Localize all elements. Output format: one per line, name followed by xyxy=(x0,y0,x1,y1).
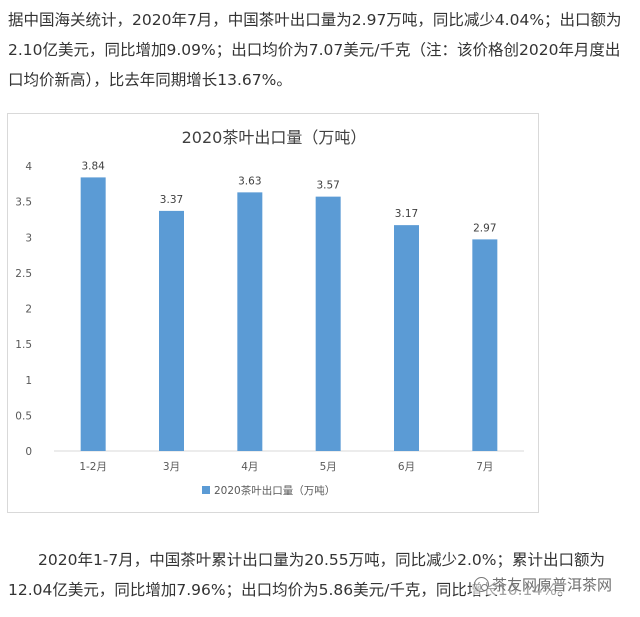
bar xyxy=(237,192,263,452)
legend-label: 2020茶叶出口量（万吨） xyxy=(214,484,335,497)
y-tick-label: 1.5 xyxy=(15,339,32,351)
chart-legend: 2020茶叶出口量（万吨） xyxy=(202,484,335,497)
y-tick-label: 0.5 xyxy=(15,410,32,422)
y-tick-label: 3.5 xyxy=(15,197,32,209)
x-tick-label: 6月 xyxy=(398,461,415,473)
y-tick-label: 3 xyxy=(25,232,32,244)
x-tick-label: 7月 xyxy=(476,461,493,473)
chart-container: 2020茶叶出口量（万吨） 0 0.5 1 1.5 2 2.5 3 3.5 4 1-2月 3月 4月 5… xyxy=(7,113,539,513)
x-tick-label: 3月 xyxy=(163,461,180,473)
y-tick-label: 1 xyxy=(25,375,32,387)
bar xyxy=(315,196,341,451)
bar xyxy=(394,225,419,451)
watermark-text: 茶友网原普洱茶网 xyxy=(492,576,613,594)
wechat-icon xyxy=(474,577,489,592)
chart-axes: 0 0.5 1 1.5 2 2.5 3 3.5 4 1-2月 3月 4月 5月 6月 7月 xyxy=(15,161,524,473)
y-tick-label: 4 xyxy=(25,161,32,173)
bar-chart: 2020茶叶出口量（万吨） 0 0.5 1 1.5 2 2.5 3 3.5 4 1-2月 3月 4月 5… xyxy=(15,128,524,497)
watermark: 茶友网原普洱茶网 xyxy=(472,574,615,595)
data-label: 3.57 xyxy=(316,180,339,192)
chart-bars xyxy=(80,177,498,452)
y-tick-label: 2 xyxy=(25,304,32,316)
y-tick-label: 2.5 xyxy=(15,268,32,280)
x-tick-label: 1-2月 xyxy=(79,461,107,473)
data-label: 3.63 xyxy=(238,175,261,187)
data-label: 3.17 xyxy=(395,208,418,220)
bar xyxy=(80,177,106,451)
y-tick-label: 0 xyxy=(25,446,32,458)
bar xyxy=(159,210,184,451)
data-label: 3.37 xyxy=(160,194,183,206)
chart-title: 2020茶叶出口量（万吨） xyxy=(182,128,367,147)
data-label: 3.84 xyxy=(81,160,105,172)
chart-data-labels: 3.84 3.37 3.63 3.57 3.17 2.97 xyxy=(81,160,496,234)
article-paragraph-intro: 据中国海关统计，2020年7月，中国茶叶出口量为2.97万吨，同比减少4.04%… xyxy=(8,11,622,89)
data-label: 2.97 xyxy=(473,222,496,234)
x-tick-label: 5月 xyxy=(320,461,337,473)
article-paragraph-cumulative: 2020年1-7月，中国茶叶累计出口量为20.55万吨，同比减少2.0%；累计出… xyxy=(8,551,606,599)
bar xyxy=(472,239,498,451)
x-tick-label: 4月 xyxy=(241,461,258,473)
legend-swatch xyxy=(202,486,210,494)
